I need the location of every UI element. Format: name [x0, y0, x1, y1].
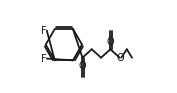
- Text: O: O: [107, 37, 114, 47]
- Text: O: O: [79, 61, 86, 71]
- Text: F: F: [41, 54, 47, 64]
- Text: O: O: [117, 53, 125, 63]
- Text: F: F: [41, 26, 47, 36]
